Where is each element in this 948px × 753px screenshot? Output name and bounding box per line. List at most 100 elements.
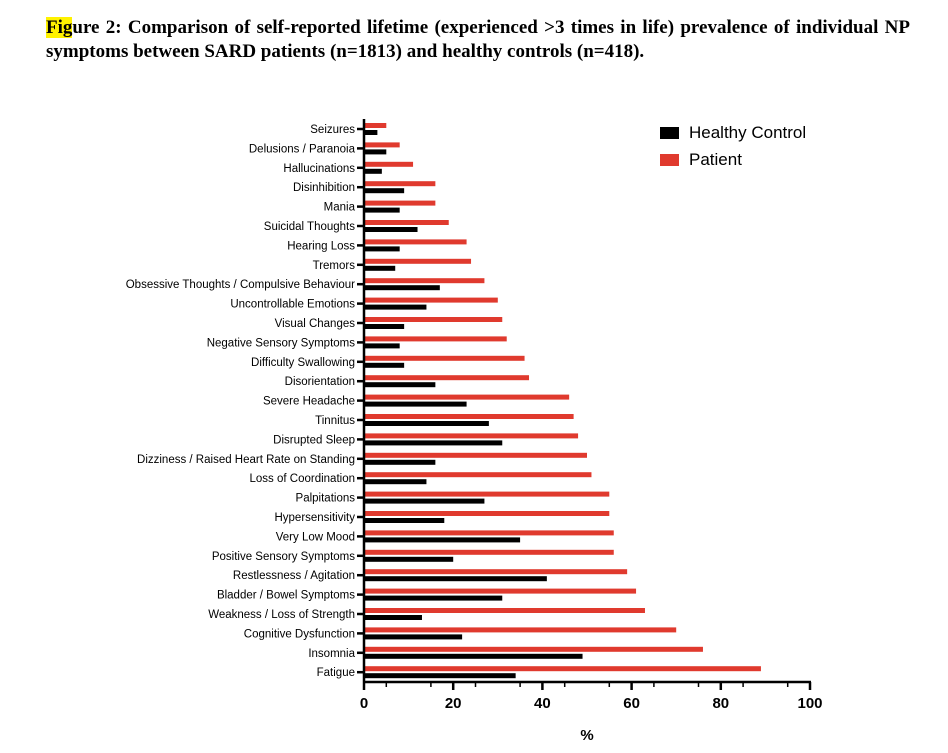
category-label: Tremors xyxy=(313,260,356,272)
x-tick-label: 80 xyxy=(712,695,729,712)
x-tick-label: 100 xyxy=(797,695,822,712)
x-tick-label: 0 xyxy=(360,695,368,712)
bar-healthy-control xyxy=(364,304,427,310)
bar-patient xyxy=(364,278,485,284)
x-tick-label: 40 xyxy=(534,695,551,712)
bar-patient xyxy=(364,161,414,167)
bar-healthy-control xyxy=(364,673,516,679)
bar-healthy-control xyxy=(364,634,463,640)
bar-healthy-control xyxy=(364,498,485,504)
bar-patient xyxy=(364,375,530,381)
bar-patient xyxy=(364,336,507,342)
legend-swatch xyxy=(660,127,679,139)
bar-patient xyxy=(364,181,436,187)
bar-healthy-control xyxy=(364,246,400,252)
category-label: Bladder / Bowel Symptoms xyxy=(217,590,355,602)
bar-healthy-control xyxy=(364,188,405,194)
bar-patient xyxy=(364,142,400,148)
category-label: Delusions / Paranoia xyxy=(249,143,356,155)
category-label: Mania xyxy=(324,202,356,214)
bar-healthy-control xyxy=(364,265,396,271)
bar-patient xyxy=(364,355,525,361)
category-label: Hallucinations xyxy=(283,163,355,175)
category-label: Disinhibition xyxy=(293,182,355,194)
category-label: Cognitive Dysfunction xyxy=(244,628,355,640)
category-label: Difficulty Swallowing xyxy=(251,357,355,369)
x-tick-label: 20 xyxy=(445,695,462,712)
bar-patient xyxy=(364,491,610,497)
bar-healthy-control xyxy=(364,556,454,562)
bar-patient xyxy=(364,297,498,303)
bar-patient xyxy=(364,666,761,672)
bar-patient xyxy=(364,414,574,419)
caption-highlight: Fig xyxy=(46,17,73,38)
category-label: Palpitations xyxy=(296,493,356,505)
bar-patient xyxy=(364,530,614,536)
legend-label: Healthy Control xyxy=(689,123,806,142)
category-label: Hypersensitivity xyxy=(274,512,355,524)
bar-healthy-control xyxy=(364,285,440,291)
bar-patient xyxy=(364,588,637,594)
category-label: Seizures xyxy=(310,124,355,136)
bar-patient xyxy=(364,549,614,555)
category-label: Dizziness / Raised Heart Rate on Standin… xyxy=(137,454,355,466)
category-label: Severe Headache xyxy=(263,396,355,408)
bar-patient xyxy=(364,394,570,400)
bar-patient xyxy=(364,433,579,439)
bar-healthy-control xyxy=(364,615,422,620)
figure-caption: Figure 2: Comparison of self-reported li… xyxy=(46,16,910,64)
bar-patient xyxy=(364,258,472,264)
category-label: Uncontrollable Emotions xyxy=(230,299,355,311)
bar-healthy-control xyxy=(364,382,436,388)
bar-healthy-control xyxy=(364,207,400,213)
category-label: Positive Sensory Symptoms xyxy=(212,551,355,563)
bar-healthy-control xyxy=(364,440,503,446)
y-axis: Seizures Delusions / Paranoia Hallucinatio… xyxy=(126,119,366,682)
bar-healthy-control xyxy=(364,537,521,543)
bar-patient xyxy=(364,239,467,245)
bar-healthy-control xyxy=(364,576,547,582)
caption-text: ure 2: Comparison of self-reported lifet… xyxy=(46,17,910,62)
legend-swatch xyxy=(660,154,679,166)
bar-healthy-control xyxy=(364,149,387,155)
bar-healthy-control xyxy=(364,595,503,601)
bar-patient xyxy=(364,646,703,652)
category-label: Hearing Loss xyxy=(287,240,355,252)
category-label: Restlessness / Agitation xyxy=(233,570,355,582)
bars-group xyxy=(364,123,761,679)
bar-healthy-control xyxy=(364,168,382,174)
bar-patient xyxy=(364,317,503,322)
bar-healthy-control xyxy=(364,227,418,232)
bar-healthy-control xyxy=(364,479,427,485)
category-label: Weakness / Loss of Strength xyxy=(208,609,355,621)
bar-healthy-control xyxy=(364,362,405,368)
category-label: Disorientation xyxy=(285,376,355,388)
category-label: Fatigue xyxy=(317,667,355,679)
bar-patient xyxy=(364,452,587,458)
x-axis-label: % xyxy=(580,727,593,744)
category-label: Loss of Coordination xyxy=(250,473,355,485)
x-tick-label: 60 xyxy=(623,695,640,712)
bar-patient xyxy=(364,569,628,575)
bar-patient xyxy=(364,472,592,478)
category-label: Disrupted Sleep xyxy=(273,434,355,446)
bar-healthy-control xyxy=(364,518,445,523)
bar-healthy-control xyxy=(364,421,489,426)
bar-patient xyxy=(364,123,387,128)
category-label: Suicidal Thoughts xyxy=(264,221,355,233)
category-label: Negative Sensory Symptoms xyxy=(207,337,356,349)
category-label: Visual Changes xyxy=(275,318,356,330)
bar-healthy-control xyxy=(364,401,467,407)
bar-healthy-control xyxy=(364,653,583,659)
category-label: Very Low Mood xyxy=(276,531,355,543)
category-label: Tinnitus xyxy=(315,415,355,427)
category-label: Insomnia xyxy=(308,648,355,660)
legend: Healthy Control Patient xyxy=(660,123,806,169)
bar-patient xyxy=(364,627,677,633)
bar-healthy-control xyxy=(364,343,400,349)
bar-healthy-control xyxy=(364,459,436,465)
bar-patient xyxy=(364,220,449,225)
category-label: Obsessive Thoughts / Compulsive Behaviou… xyxy=(126,279,355,291)
legend-label: Patient xyxy=(689,150,742,169)
